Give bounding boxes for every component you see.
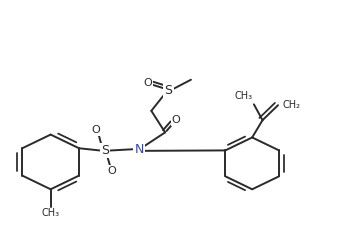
Text: CH₃: CH₃ (234, 91, 252, 101)
Text: CH₂: CH₂ (282, 100, 300, 110)
Text: CH₃: CH₃ (42, 208, 60, 218)
Text: S: S (101, 144, 109, 157)
Text: S: S (164, 84, 173, 97)
Text: O: O (107, 166, 116, 176)
Text: O: O (143, 78, 152, 88)
Text: O: O (172, 115, 180, 125)
Text: O: O (92, 125, 101, 135)
Text: N: N (135, 143, 144, 156)
